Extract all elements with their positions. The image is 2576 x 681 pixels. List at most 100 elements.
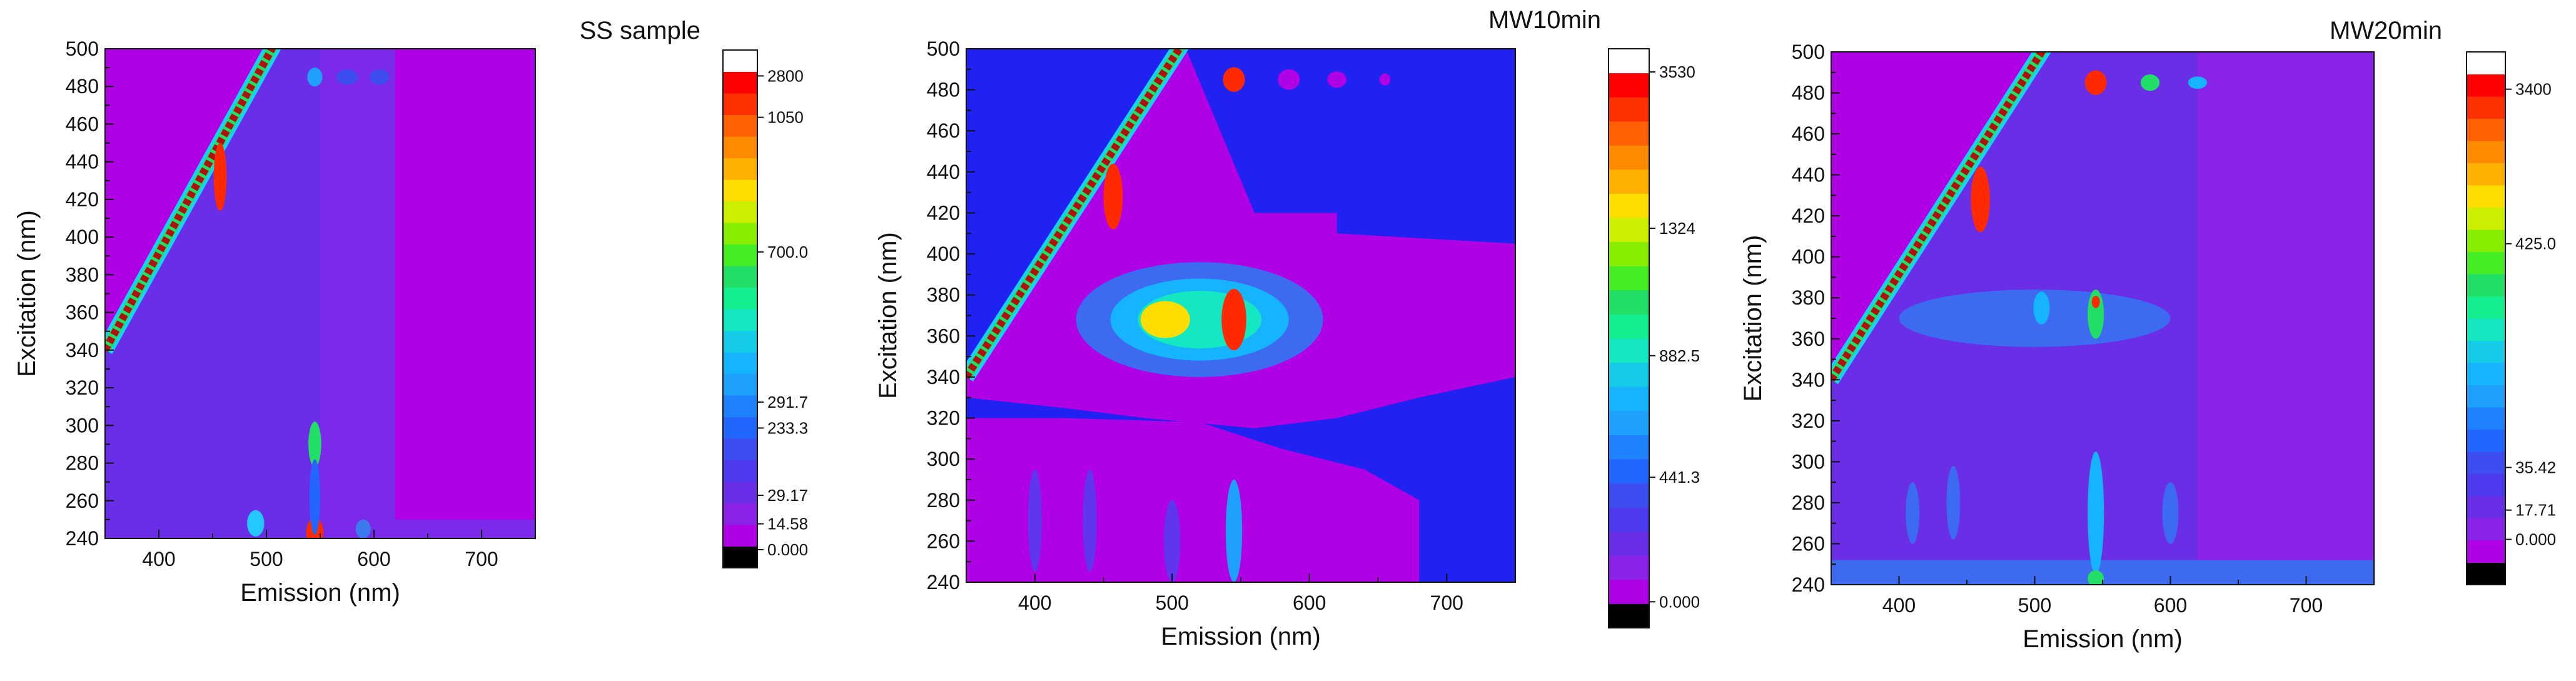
colorbar-tick-label: 14.58	[767, 515, 808, 533]
y-tick-label: 460	[1792, 123, 1825, 145]
colorbar-band	[1609, 121, 1649, 146]
colorbar-band	[2467, 251, 2505, 275]
colorbar-tick-label: 882.5	[1659, 346, 1700, 365]
colorbar-tick-label: 441.3	[1659, 468, 1700, 487]
colorbar-band	[2467, 118, 2505, 141]
contour-peak-6	[2088, 290, 2104, 339]
y-tick-label: 280	[927, 489, 960, 512]
colorbar-band	[2467, 451, 2505, 474]
colorbar-tick-label: 29.17	[767, 486, 808, 505]
colorbar-band	[2467, 96, 2505, 119]
colorbar-band	[1609, 266, 1649, 291]
chart-title: SS sample	[580, 17, 700, 44]
colorbar-tick-label: 17.71	[2515, 501, 2556, 520]
y-tick-label: 480	[1792, 82, 1825, 104]
colorbar-band	[723, 136, 757, 158]
chart-title: MW10min	[1488, 6, 1601, 34]
y-tick-label: 400	[927, 243, 960, 265]
colorbar-tick-label: 425.0	[2515, 235, 2556, 253]
contour-region-2	[105, 49, 320, 538]
colorbar-band	[1609, 362, 1649, 387]
y-tick-label: 360	[66, 301, 99, 324]
colorbar-tick-label: 233.3	[767, 418, 808, 437]
contour-peak-1	[1971, 166, 1990, 233]
colorbar-band	[1609, 483, 1649, 508]
contour-region-2	[2197, 52, 2374, 585]
y-tick-label: 380	[66, 263, 99, 286]
colorbar-band	[2467, 318, 2505, 341]
x-tick-label: 700	[1430, 592, 1463, 614]
colorbar-band	[1609, 603, 1649, 628]
colorbar-band	[1609, 314, 1649, 339]
colorbar-tick-label: 0.000	[1659, 592, 1700, 611]
colorbar-band	[2467, 407, 2505, 430]
contour-peak-4	[2188, 76, 2208, 89]
y-tick-label: 320	[1792, 410, 1825, 432]
y-tick-label: 400	[1792, 246, 1825, 268]
y-tick-label: 380	[1792, 286, 1825, 309]
contour-peak-5	[1221, 288, 1246, 351]
colorbar-band	[723, 438, 757, 460]
y-tick-label: 260	[66, 490, 99, 512]
y-tick-label: 340	[1792, 368, 1825, 391]
colorbar-band	[1609, 290, 1649, 315]
colorbar-band	[1609, 49, 1649, 74]
chart-panel-1: 240 260 280 300 320 340 360 380 400 420 440 460 480 5…	[13, 17, 808, 607]
x-tick-label: 600	[2154, 594, 2187, 617]
colorbar-band	[723, 50, 757, 72]
colorbar-band	[723, 460, 757, 482]
colorbar-band	[1609, 97, 1649, 122]
x-axis-label: Emission (nm)	[2023, 625, 2183, 653]
colorbar-tick-label: 700.0	[767, 243, 808, 261]
y-tick-label: 280	[66, 452, 99, 475]
colorbar-frame	[722, 49, 758, 568]
y-tick-label: 480	[66, 75, 99, 98]
colorbar-band	[723, 395, 757, 417]
colorbar-frame	[1608, 48, 1650, 628]
colorbar-tick-label: 291.7	[767, 393, 808, 411]
colorbar-tick-label: 0.000	[767, 540, 808, 559]
colorbar-band	[723, 93, 757, 115]
y-tick-label: 340	[927, 366, 960, 388]
y-tick-label: 440	[927, 161, 960, 183]
contour-peak-8	[247, 510, 265, 537]
colorbar-band	[2467, 363, 2505, 385]
colorbar-band	[1609, 435, 1649, 460]
y-tick-label: 240	[1792, 573, 1825, 596]
y-tick-label: 300	[927, 448, 960, 470]
y-tick-label: 420	[66, 188, 99, 211]
colorbar-band	[723, 266, 757, 288]
x-tick-label: 700	[2290, 594, 2323, 617]
colorbar-band	[1609, 73, 1649, 98]
contour-peak-8	[2033, 291, 2050, 325]
contour-peak-13	[2162, 482, 2179, 544]
y-axis-label: Excitation (nm)	[13, 210, 41, 377]
chart-panel-2: 240 260 280 300 320 340 360 380 400 420 440 460 480 5…	[874, 6, 1700, 650]
x-tick-label: 500	[1156, 592, 1189, 614]
contour-region-3	[1831, 560, 2374, 585]
colorbar-band	[723, 287, 757, 310]
y-tick-label: 440	[66, 151, 99, 173]
contour-peak-7	[1223, 67, 1245, 92]
colorbar-band	[723, 503, 757, 525]
contour-region-2	[966, 418, 1420, 582]
contour-peak-6	[336, 69, 358, 85]
x-tick-label: 500	[2018, 594, 2051, 617]
contour-area	[966, 49, 1515, 582]
contour-peak-4	[1140, 301, 1190, 338]
y-tick-label: 420	[1792, 204, 1825, 227]
colorbar-band	[1609, 338, 1649, 363]
colorbar-band	[723, 201, 757, 223]
colorbar-band	[2467, 496, 2505, 518]
colorbar: 3530 1324 882.5 441.3 0.000	[1608, 48, 1700, 628]
x-axis-label: Emission (nm)	[1161, 623, 1321, 650]
contour-peak-3	[2140, 74, 2160, 91]
contour-region-3	[320, 49, 396, 538]
contour-peak-9	[1327, 71, 1347, 88]
colorbar-band	[1609, 386, 1649, 411]
contour-peak-10	[2088, 570, 2104, 585]
colorbar-band	[1609, 218, 1649, 243]
colorbar-band	[1609, 169, 1649, 194]
y-tick-label: 500	[1792, 41, 1825, 63]
colorbar-band	[2467, 163, 2505, 186]
